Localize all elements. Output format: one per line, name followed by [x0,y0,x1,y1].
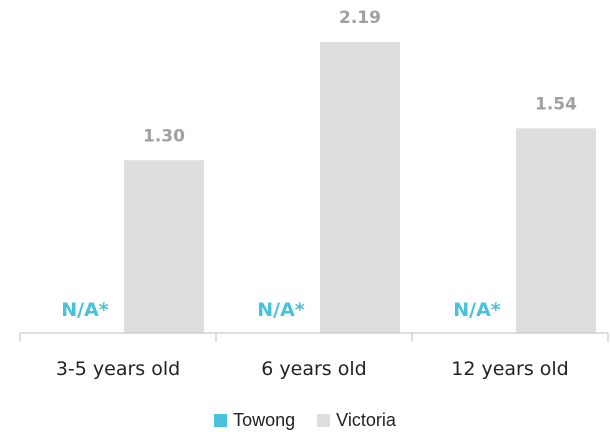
legend-swatch-towong [214,414,228,427]
legend-item-towong: Towong [214,410,295,431]
x-tick-label-2: 6 years old [261,358,366,380]
legend: Towong Victoria [0,410,610,431]
x-tick-label-1: 3-5 years old [56,358,180,380]
data-label-victoria-2: 2.19 [339,8,381,28]
bar-victoria-2 [320,42,400,333]
legend-label-victoria: Victoria [336,410,396,430]
x-tick-label-3: 12 years old [451,358,569,380]
legend-swatch-victoria [317,414,331,427]
legend-item-victoria: Victoria [317,410,396,431]
bar-victoria-1 [124,160,204,333]
na-label-towong-2: N/A* [257,299,305,321]
na-label-towong-1: N/A* [61,299,109,321]
data-label-victoria-1: 1.30 [143,126,185,146]
legend-label-towong: Towong [233,410,296,430]
bar-victoria-3 [516,128,596,333]
data-label-victoria-3: 1.54 [535,94,577,114]
na-label-towong-3: N/A* [453,299,501,321]
